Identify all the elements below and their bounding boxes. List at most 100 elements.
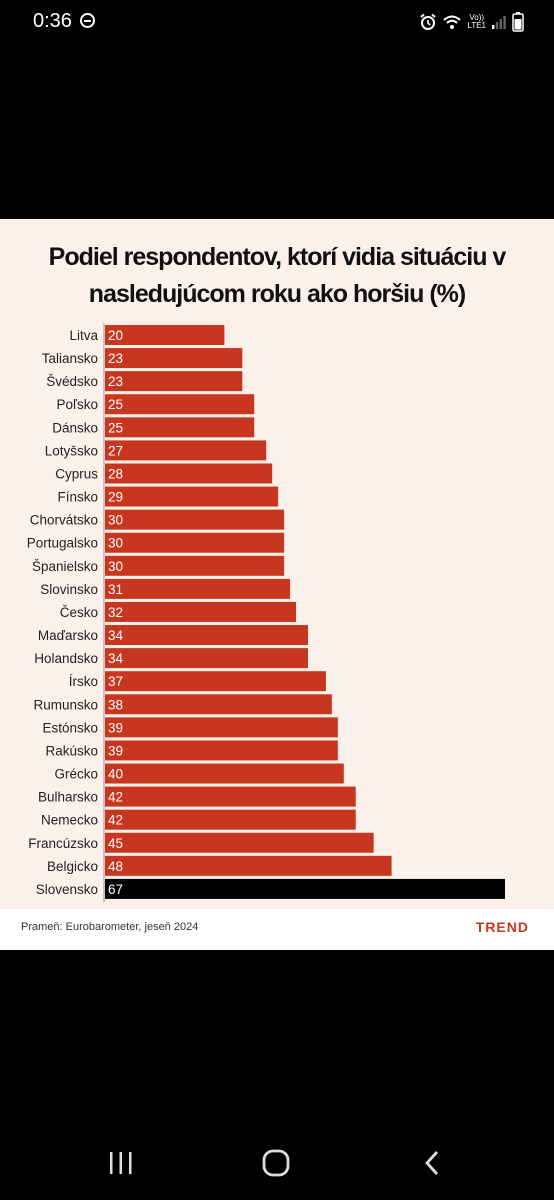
- chart-footer: Prameň: Eurobarometer, jeseň 2024 TREND: [0, 909, 554, 950]
- category-label: Fínsko: [57, 490, 98, 505]
- recents-button[interactable]: [105, 1148, 137, 1178]
- volte-label: Vo)): [469, 13, 485, 22]
- bar-value-label: 27: [108, 443, 123, 458]
- bar: [105, 809, 356, 830]
- chart-title-line-1: Podiel respondentov, ktorí vidia situáci…: [48, 243, 507, 271]
- category-label: Rakúsko: [45, 743, 98, 758]
- bar-value-label: 48: [108, 859, 123, 874]
- bar-value-label: 42: [108, 790, 123, 805]
- category-label: Belgicko: [47, 859, 98, 874]
- signal-icon: [492, 16, 506, 29]
- do-not-disturb-icon: [80, 13, 95, 28]
- category-label: Španielsko: [32, 559, 98, 574]
- bar: [105, 371, 243, 392]
- alarm-icon: [420, 13, 437, 30]
- category-label: Chorvátsko: [30, 513, 98, 528]
- bar: [105, 486, 279, 507]
- category-label: Slovinsko: [40, 582, 98, 597]
- bar-value-label: 42: [108, 813, 123, 828]
- category-label: Dánsko: [52, 420, 98, 435]
- bar-value-label: 28: [108, 466, 123, 481]
- bar: [105, 763, 344, 784]
- bar-value-label: 30: [108, 536, 123, 551]
- bar: [105, 440, 267, 461]
- bar-value-label: 37: [108, 674, 123, 689]
- bar: [105, 878, 505, 899]
- bar-value-label: 31: [108, 582, 123, 597]
- back-icon: [425, 1151, 439, 1175]
- recents-icon: [110, 1152, 132, 1174]
- bar-value-label: 38: [108, 697, 123, 712]
- category-label: Maďarsko: [38, 628, 98, 643]
- bar: [105, 417, 255, 438]
- category-label: Estónsko: [42, 720, 98, 735]
- bar: [105, 394, 255, 415]
- source-note: Prameň: Eurobarometer, jeseň 2024: [21, 921, 199, 933]
- home-button[interactable]: [258, 1148, 294, 1178]
- bar: [105, 694, 332, 715]
- bar: [105, 717, 338, 738]
- bar-value-label: 23: [108, 351, 123, 366]
- bar: [105, 855, 392, 876]
- category-label: Cyprus: [55, 466, 98, 481]
- category-label: Litva: [69, 328, 98, 343]
- bar-value-label: 34: [108, 628, 124, 643]
- bar-value-label: 25: [108, 397, 123, 412]
- bar: [105, 648, 308, 669]
- chart-title-line-2: nasledujúcom roku ako horšiu (%): [88, 280, 466, 308]
- clock: 0:36: [33, 10, 72, 32]
- bar-value-label: 32: [108, 605, 123, 620]
- bar: [105, 786, 356, 807]
- status-icons: Vo)) LTE1: [419, 11, 524, 33]
- bar: [105, 532, 285, 553]
- category-label: Holandsko: [34, 651, 98, 666]
- bar: [105, 555, 285, 576]
- bar-value-label: 45: [108, 836, 123, 851]
- home-icon: [262, 1149, 290, 1177]
- category-label: Rumunsko: [33, 697, 98, 712]
- trend-logo: TREND: [475, 919, 529, 935]
- category-label: Írsko: [69, 674, 98, 689]
- bar-value-label: 20: [108, 328, 123, 343]
- category-label: Nemecko: [41, 813, 98, 828]
- bar-value-label: 67: [108, 882, 123, 897]
- bar-value-label: 29: [108, 490, 123, 505]
- wifi-icon: [443, 15, 462, 29]
- status-bar: 0:36 Vo)) LTE1: [0, 0, 554, 46]
- bar: [105, 601, 297, 622]
- category-label: Grécko: [54, 767, 98, 782]
- bar-value-label: 30: [108, 559, 123, 574]
- category-label: Slovensko: [36, 882, 98, 897]
- bar: [105, 625, 308, 646]
- bar: [105, 348, 243, 369]
- bar: [105, 509, 285, 530]
- category-label: Bulharsko: [38, 790, 98, 805]
- bar-value-label: 23: [108, 374, 123, 389]
- category-label: Portugalsko: [27, 536, 98, 551]
- bar-chart: Litva 20 Taliansko 23 Švédsko 23 Poľsko 25 Dánsk…: [27, 323, 505, 902]
- battery-icon: [512, 12, 524, 32]
- navigation-bar: [0, 1130, 554, 1200]
- category-label: Česko: [60, 605, 98, 620]
- bar: [105, 578, 291, 599]
- category-label: Taliansko: [42, 351, 98, 366]
- bar-value-label: 34: [108, 651, 124, 666]
- back-button[interactable]: [418, 1148, 446, 1178]
- bar: [105, 463, 273, 484]
- bar: [105, 325, 225, 345]
- bar-value-label: 39: [108, 743, 123, 758]
- bar-value-label: 25: [108, 420, 123, 435]
- bar-value-label: 39: [108, 720, 123, 735]
- category-label: Francúzsko: [28, 836, 98, 851]
- category-label: Lotyšsko: [45, 443, 98, 458]
- lte-label: LTE1: [467, 21, 486, 30]
- category-label: Poľsko: [57, 397, 98, 412]
- category-label: Švédsko: [46, 374, 98, 389]
- network-type-label: Vo)) LTE1: [467, 14, 486, 30]
- bar-value-label: 40: [108, 767, 123, 782]
- bar: [105, 832, 374, 853]
- chart-title: Podiel respondentov, ktorí vidia situáci…: [0, 239, 554, 313]
- chart-figure: Podiel respondentov, ktorí vidia situáci…: [0, 219, 554, 950]
- bar: [105, 671, 326, 692]
- bar-value-label: 30: [108, 513, 123, 528]
